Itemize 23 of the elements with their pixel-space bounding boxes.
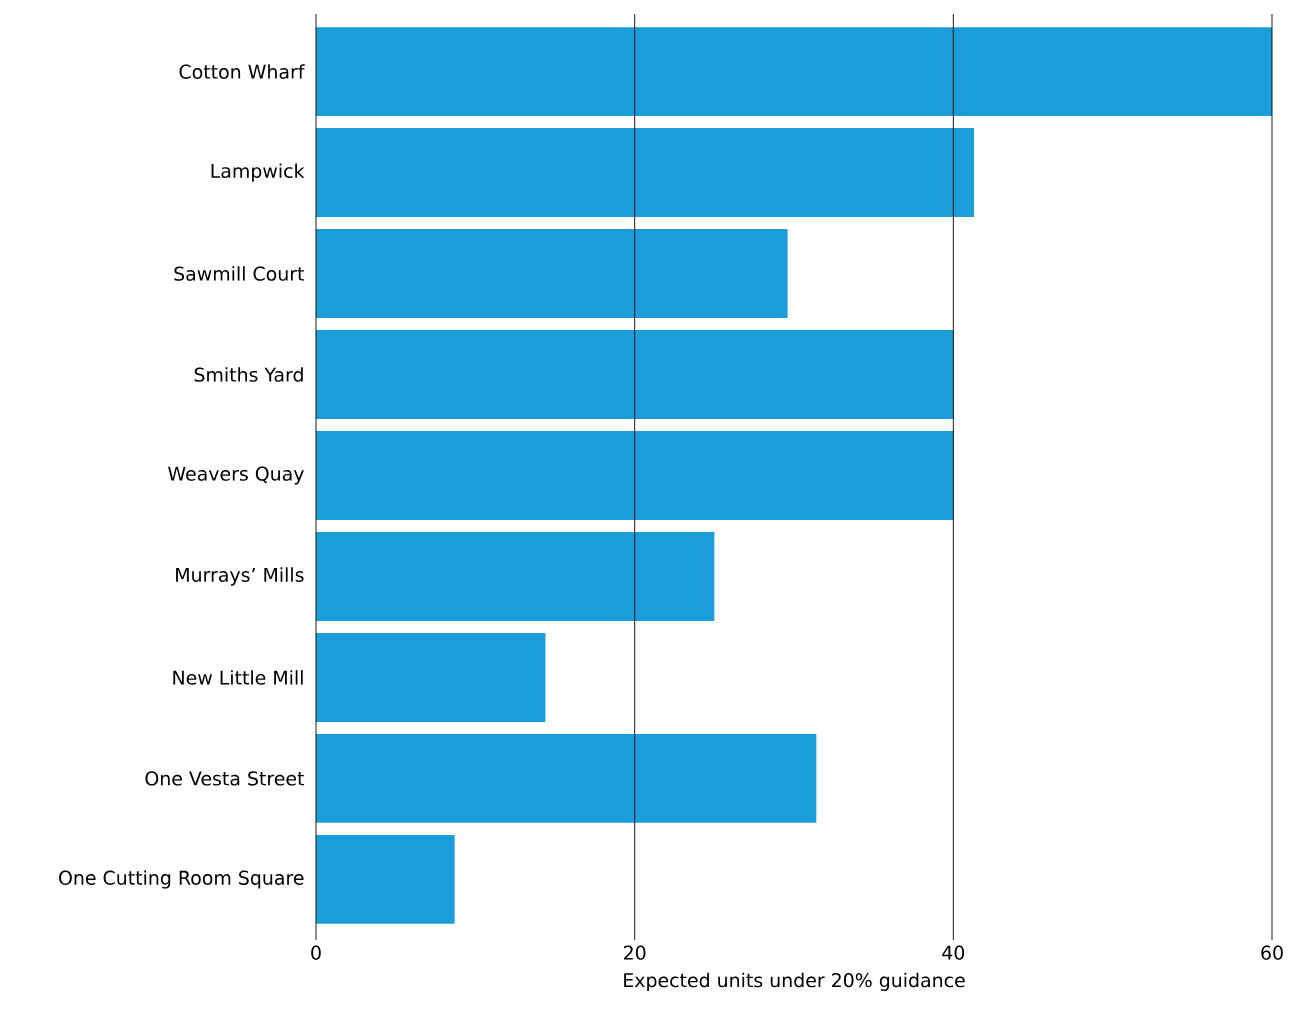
y-tick-label: One Cutting Room Square [59,870,304,889]
bar [316,330,954,419]
bar [316,229,788,318]
y-tick-label: Cotton Wharf [179,64,305,79]
y-tick-label: Smiths Yard [194,367,303,382]
y-tick-label: One Vesta Street [145,771,305,786]
bar [316,633,546,722]
y-tick-label: Murrays’ Mills [176,567,304,586]
bar [316,734,817,823]
x-tick-label: 20 [624,945,646,960]
x-axis-title: Expected units under 20% guidance [624,972,965,992]
bar [316,431,954,520]
x-tick-label: 0 [311,945,321,960]
x-tick-label: 60 [1261,945,1283,960]
x-tick-label: 40 [942,945,965,960]
bar [316,27,1273,116]
bar [316,532,715,621]
y-tick-label: Weavers Quay [168,466,304,485]
y-tick-label: Sawmill Court [174,266,305,281]
bar [316,128,975,217]
bar [316,834,455,924]
y-tick-label: New Little Mill [173,670,303,685]
y-tick-label: Lampwick [211,163,305,182]
